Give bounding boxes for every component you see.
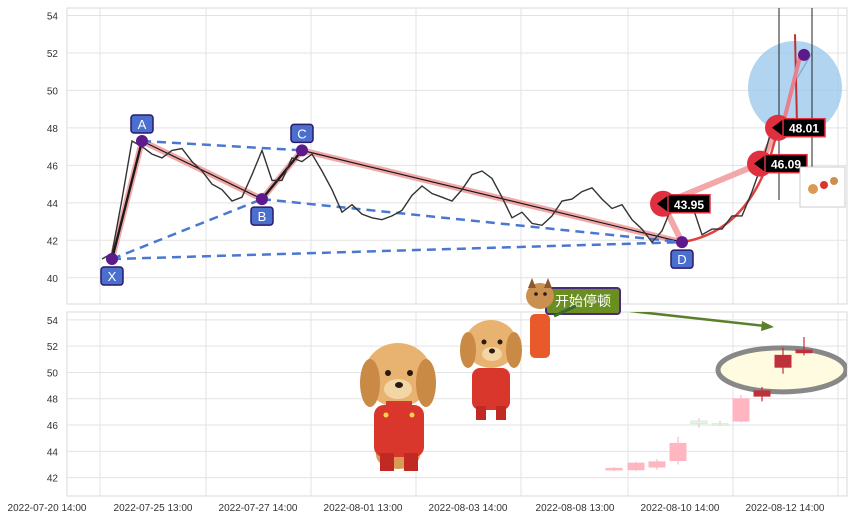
point-marker-b — [256, 193, 268, 206]
candle-body-6 — [732, 398, 750, 422]
highlight-ellipse — [715, 345, 847, 395]
x-axis-ticks: 2022-07-20 14:00 2022-07-25 13:00 2022-07-… — [8, 503, 825, 514]
point-label-box-a — [130, 114, 154, 134]
price-tag-box-1 — [764, 153, 808, 174]
price-highlight-circle — [748, 8, 842, 200]
candle-body-7 — [753, 390, 771, 397]
point-label-c: C — [297, 126, 306, 141]
point-label-b: B — [258, 209, 267, 224]
x-tick-label-5: 2022-08-08 13:00 — [536, 503, 615, 514]
x-tick-label-1: 2022-07-25 13:00 — [114, 503, 193, 514]
lower-y-axis-ticks: 42 44 46 48 50 52 54 — [47, 316, 59, 485]
upper-y-axis-ticks: 40 42 44 46 48 50 52 54 — [47, 11, 59, 284]
upper-y-tick-label-2: 44 — [47, 199, 59, 210]
pattern-ratio-ac — [141, 139, 303, 152]
pattern-leg-cd — [301, 149, 683, 243]
upper-y-tick-label-1: 42 — [47, 236, 59, 247]
puppy-sticker-medium — [460, 320, 522, 420]
price-tag-label-0: 43.95 — [674, 198, 704, 212]
x-tick-label-6: 2022-08-10 14:00 — [641, 503, 720, 514]
pattern-point-labels: X A B C D — [100, 114, 694, 286]
projection-curve — [681, 116, 782, 244]
price-tag-pointer-0 — [657, 194, 669, 213]
point-marker-d — [676, 236, 688, 249]
lower-y-tick-label-3: 48 — [47, 395, 59, 406]
price-tag-pointer-2 — [772, 118, 784, 137]
upper-y-tick-label-6: 52 — [47, 49, 59, 60]
point-label-x: X — [108, 269, 117, 284]
price-tags: 43.95 46.09 48.01 — [650, 114, 826, 217]
point-marker-a — [136, 135, 148, 148]
price-tag-label-2: 48.01 — [789, 122, 819, 136]
point-label-box-d — [670, 249, 694, 269]
point-label-box-c — [290, 123, 314, 144]
trend-arrow-shaft — [629, 312, 766, 328]
point-label-box-x — [100, 266, 124, 286]
lower-y-tick-label-5: 52 — [47, 342, 59, 353]
candlesticks — [605, 336, 813, 472]
projection-path-bg — [658, 124, 781, 246]
highlight-rise — [782, 56, 802, 121]
annotation-banner: 开始停顿 — [545, 287, 621, 315]
trend-arrow — [629, 312, 774, 331]
pattern-ratio-xb — [111, 197, 263, 261]
pattern-ratio-bd — [261, 197, 683, 244]
candle-body-8 — [774, 354, 792, 368]
price-tag-pointer-1 — [754, 154, 766, 173]
highlight-circle — [748, 41, 842, 135]
upper-panel-frame — [66, 7, 848, 305]
point-label-d: D — [677, 252, 686, 267]
sticker-thumbnail — [799, 166, 846, 208]
highlight-point — [798, 48, 810, 61]
puppy-sticker-large — [360, 343, 436, 471]
highlight-ellipse-shape — [715, 345, 847, 395]
x-tick-label-7: 2022-08-12 14:00 — [746, 503, 825, 514]
pattern-ratio-xd — [111, 240, 683, 261]
point-label-a: A — [138, 117, 147, 132]
candle-body-9 — [795, 349, 813, 354]
candle-body-4 — [690, 420, 708, 425]
candle-body-3 — [669, 442, 687, 462]
upper-y-tick-label-4: 48 — [47, 124, 59, 135]
point-marker-x — [106, 253, 118, 266]
lower-panel-frame — [66, 311, 848, 497]
trend-arrow-head — [761, 321, 774, 331]
upper-y-tick-label-3: 46 — [47, 161, 59, 172]
price-tag-box-2 — [782, 117, 826, 138]
upper-y-tick-label-7: 54 — [47, 11, 59, 22]
lower-y-tick-label-1: 44 — [47, 447, 59, 458]
upper-y-tick-label-0: 40 — [47, 274, 59, 285]
lower-y-tick-label-2: 46 — [47, 421, 59, 432]
candle-body-1 — [627, 462, 645, 471]
point-label-box-b — [250, 206, 274, 226]
lower-y-tick-label-6: 54 — [47, 316, 59, 327]
pattern-leg-xa — [110, 140, 144, 260]
candle-body-0 — [605, 467, 623, 471]
price-tag-box-0 — [667, 194, 711, 214]
price-tag-label-1: 46.09 — [771, 158, 801, 172]
lower-y-tick-label-0: 42 — [47, 474, 59, 485]
candle-body-2 — [648, 461, 666, 468]
puppy-sticker-small — [526, 278, 577, 358]
annotation-banner-text: 开始停顿 — [555, 293, 611, 309]
candle-body-5 — [711, 423, 729, 426]
point-marker-c — [296, 144, 308, 157]
x-tick-label-3: 2022-08-01 13:00 — [324, 503, 403, 514]
x-tick-label-2: 2022-07-27 14:00 — [219, 503, 298, 514]
x-tick-label-0: 2022-07-20 14:00 — [8, 503, 87, 514]
x-tick-label-4: 2022-08-03 14:00 — [429, 503, 508, 514]
lower-y-tick-label-4: 50 — [47, 368, 59, 379]
upper-y-tick-label-5: 50 — [47, 86, 59, 97]
